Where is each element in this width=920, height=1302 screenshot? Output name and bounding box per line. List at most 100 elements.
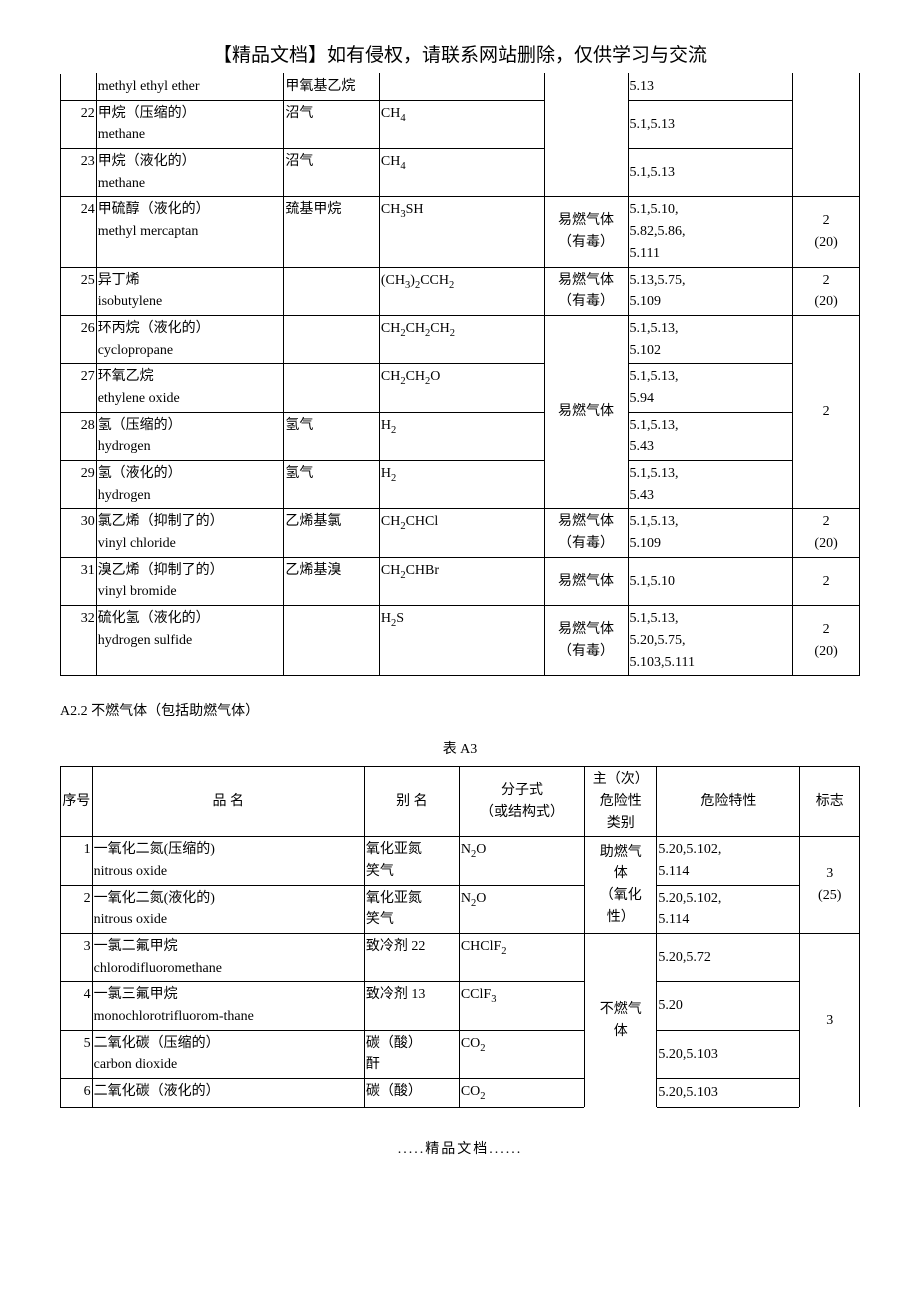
cell-class: 易燃气体 — [544, 557, 628, 605]
table-row: 31 溴乙烯（抑制了的）vinyl bromide 乙烯基溴 CH2CHBr 易… — [61, 557, 860, 605]
cell-formula: H2 — [379, 461, 544, 509]
cell-hazard: 5.1,5.10,5.82,5.86,5.111 — [628, 197, 793, 267]
cell-name: 环氧乙烷ethylene oxide — [96, 364, 284, 412]
cell-alt — [284, 364, 380, 412]
header-formula: 分子式（或结构式） — [459, 767, 584, 837]
cell-name: 一氧化二氮(压缩的)nitrous oxide — [92, 837, 364, 885]
header-alt: 别 名 — [364, 767, 459, 837]
cell-num: 22 — [61, 100, 97, 148]
cell-alt — [284, 606, 380, 676]
cell-num: 1 — [61, 837, 93, 885]
cell-hazard: 5.1,5.13 — [628, 149, 793, 197]
cell-class: 易燃气体（有毒） — [544, 606, 628, 676]
cell-formula: CH4 — [379, 149, 544, 197]
cell-alt: 氢气 — [284, 412, 380, 460]
cell-num: 6 — [61, 1079, 93, 1108]
cell-formula: N2O — [459, 885, 584, 933]
table-a2: methyl ethyl ether 甲氧基乙烷 5.13 22 甲烷（压缩的）… — [60, 73, 860, 676]
table-row: 28 氢（压缩的）hydrogen 氢气 H2 5.1,5.13,5.43 — [61, 412, 860, 460]
cell-mark: 2(20) — [793, 509, 860, 557]
cell-class: 易燃气体（有毒） — [544, 509, 628, 557]
cell-alt: 巯基甲烷 — [284, 197, 380, 267]
cell-name: 溴乙烯（抑制了的）vinyl bromide — [96, 557, 284, 605]
cell-hazard: 5.1,5.13,5.43 — [628, 461, 793, 509]
cell-name: 一氯三氟甲烷monochlorotrifluorom-thane — [92, 982, 364, 1030]
cell-hazard: 5.20,5.103 — [657, 1030, 800, 1078]
cell-formula: CO2 — [459, 1079, 584, 1108]
cell-num: 28 — [61, 412, 97, 460]
cell-num: 26 — [61, 315, 97, 363]
cell-alt: 甲氧基乙烷 — [284, 74, 380, 101]
cell-formula: CHClF2 — [459, 934, 584, 982]
cell-name: 甲烷（液化的）methane — [96, 149, 284, 197]
footer-note: .....精品文档...... — [60, 1138, 860, 1158]
cell-hazard: 5.1,5.13,5.109 — [628, 509, 793, 557]
cell-hazard: 5.1,5.13,5.102 — [628, 315, 793, 363]
cell-formula: CO2 — [459, 1030, 584, 1078]
table-row: 22 甲烷（压缩的）methane 沼气 CH4 5.1,5.13 — [61, 100, 860, 148]
header-mark: 标志 — [800, 767, 860, 837]
cell-alt: 乙烯基溴 — [284, 557, 380, 605]
cell-hazard: 5.20,5.103 — [657, 1079, 800, 1108]
cell-hazard: 5.1,5.13 — [628, 100, 793, 148]
table-row: 23 甲烷（液化的）methane 沼气 CH4 5.1,5.13 — [61, 149, 860, 197]
cell-num: 31 — [61, 557, 97, 605]
cell-mark: 3 — [800, 934, 860, 1108]
cell-mark: 2 — [793, 315, 860, 509]
cell-formula: CH2CH2CH2 — [379, 315, 544, 363]
cell-alt: 碳（酸） — [364, 1079, 459, 1108]
header-note: 【精品文档】如有侵权，请联系网站删除，仅供学习与交流 — [60, 40, 860, 67]
section-heading: A2.2 不燃气体（包括助燃气体） — [60, 700, 860, 720]
cell-name: 一氧化二氮(液化的)nitrous oxide — [92, 885, 364, 933]
table-header-row: 序号 品 名 别 名 分子式（或结构式） 主（次）危险性类别 危险特性 标志 — [61, 767, 860, 837]
header-hazard: 危险特性 — [657, 767, 800, 837]
cell-mark: 2 — [793, 557, 860, 605]
cell-num: 23 — [61, 149, 97, 197]
cell-name: 甲硫醇（液化的）methyl mercaptan — [96, 197, 284, 267]
cell-num: 27 — [61, 364, 97, 412]
cell-alt: 氧化亚氮笑气 — [364, 885, 459, 933]
cell-num: 32 — [61, 606, 97, 676]
cell-name: methyl ethyl ether — [96, 74, 284, 101]
cell-hazard: 5.13,5.75,5.109 — [628, 267, 793, 315]
cell-formula: N2O — [459, 837, 584, 885]
cell-formula: (CH3)2CCH2 — [379, 267, 544, 315]
cell-name: 环丙烷（液化的）cyclopropane — [96, 315, 284, 363]
cell-class: 易燃气体 — [544, 315, 628, 509]
table-row: 32 硫化氢（液化的）hydrogen sulfide H2S 易燃气体（有毒）… — [61, 606, 860, 676]
table-row: 25 异丁烯isobutylene (CH3)2CCH2 易燃气体（有毒） 5.… — [61, 267, 860, 315]
cell-name: 二氧化碳（液化的） — [92, 1079, 364, 1108]
cell-class: 易燃气体（有毒） — [544, 267, 628, 315]
cell-formula: CH4 — [379, 100, 544, 148]
cell-name: 二氧化碳（压缩的）carbon dioxide — [92, 1030, 364, 1078]
cell-num: 5 — [61, 1030, 93, 1078]
cell-mark: 2(20) — [793, 267, 860, 315]
cell-alt: 沼气 — [284, 149, 380, 197]
cell-alt: 致冷剂 13 — [364, 982, 459, 1030]
cell-class: 不燃气体 — [585, 934, 657, 1108]
cell-hazard: 5.20,5.72 — [657, 934, 800, 982]
table-a3: 序号 品 名 别 名 分子式（或结构式） 主（次）危险性类别 危险特性 标志 1… — [60, 766, 860, 1108]
cell-num: 3 — [61, 934, 93, 982]
cell-hazard: 5.1,5.13,5.43 — [628, 412, 793, 460]
header-num: 序号 — [61, 767, 93, 837]
cell-mark: 2(20) — [793, 197, 860, 267]
cell-hazard: 5.1,5.10 — [628, 557, 793, 605]
cell-formula: H2S — [379, 606, 544, 676]
header-class: 主（次）危险性类别 — [585, 767, 657, 837]
header-name: 品 名 — [92, 767, 364, 837]
table-row: 27 环氧乙烷ethylene oxide CH2CH2O 5.1,5.13,5… — [61, 364, 860, 412]
cell-formula: CClF3 — [459, 982, 584, 1030]
table-row: 24 甲硫醇（液化的）methyl mercaptan 巯基甲烷 CH3SH 易… — [61, 197, 860, 267]
cell-name: 甲烷（压缩的）methane — [96, 100, 284, 148]
cell-num: 30 — [61, 509, 97, 557]
cell-num: 4 — [61, 982, 93, 1030]
cell-num: 29 — [61, 461, 97, 509]
table-row: 5 二氧化碳（压缩的）carbon dioxide 碳（酸）酐 CO2 5.20… — [61, 1030, 860, 1078]
cell-alt: 氧化亚氮笑气 — [364, 837, 459, 885]
table-row: 3 一氯二氟甲烷chlorodifluoromethane 致冷剂 22 CHC… — [61, 934, 860, 982]
cell-formula: CH3SH — [379, 197, 544, 267]
cell-num: 2 — [61, 885, 93, 933]
cell-class: 易燃气体（有毒） — [544, 197, 628, 267]
cell-hazard: 5.1,5.13,5.20,5.75,5.103,5.111 — [628, 606, 793, 676]
